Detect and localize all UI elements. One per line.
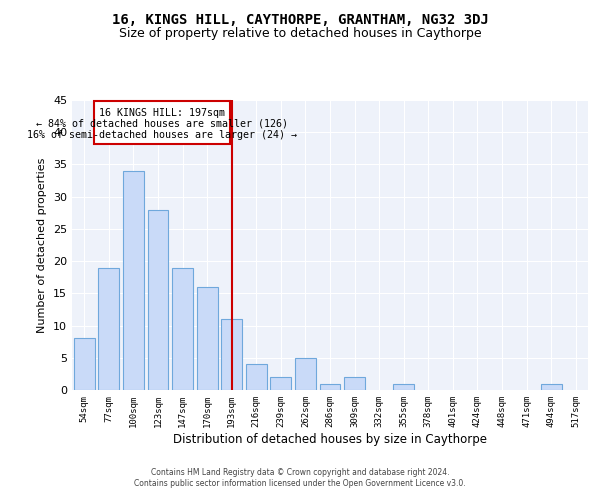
Bar bbox=[295, 358, 316, 390]
Text: 16 KINGS HILL: 197sqm: 16 KINGS HILL: 197sqm bbox=[100, 108, 226, 118]
Y-axis label: Number of detached properties: Number of detached properties bbox=[37, 158, 47, 332]
Bar bbox=[123, 171, 144, 390]
Bar bbox=[541, 384, 562, 390]
Bar bbox=[271, 377, 292, 390]
Bar bbox=[172, 268, 193, 390]
Bar bbox=[344, 377, 365, 390]
Bar bbox=[393, 384, 414, 390]
Bar bbox=[98, 268, 119, 390]
Bar bbox=[246, 364, 267, 390]
X-axis label: Distribution of detached houses by size in Caythorpe: Distribution of detached houses by size … bbox=[173, 432, 487, 446]
Text: Contains HM Land Registry data © Crown copyright and database right 2024.
Contai: Contains HM Land Registry data © Crown c… bbox=[134, 468, 466, 487]
Bar bbox=[320, 384, 340, 390]
Bar bbox=[74, 338, 95, 390]
Text: 16, KINGS HILL, CAYTHORPE, GRANTHAM, NG32 3DJ: 16, KINGS HILL, CAYTHORPE, GRANTHAM, NG3… bbox=[112, 12, 488, 26]
Text: ← 84% of detached houses are smaller (126): ← 84% of detached houses are smaller (12… bbox=[37, 118, 289, 128]
FancyBboxPatch shape bbox=[94, 102, 230, 144]
Bar bbox=[148, 210, 169, 390]
Bar bbox=[197, 287, 218, 390]
Text: 16% of semi-detached houses are larger (24) →: 16% of semi-detached houses are larger (… bbox=[28, 130, 298, 140]
Text: Size of property relative to detached houses in Caythorpe: Size of property relative to detached ho… bbox=[119, 28, 481, 40]
Bar bbox=[221, 319, 242, 390]
